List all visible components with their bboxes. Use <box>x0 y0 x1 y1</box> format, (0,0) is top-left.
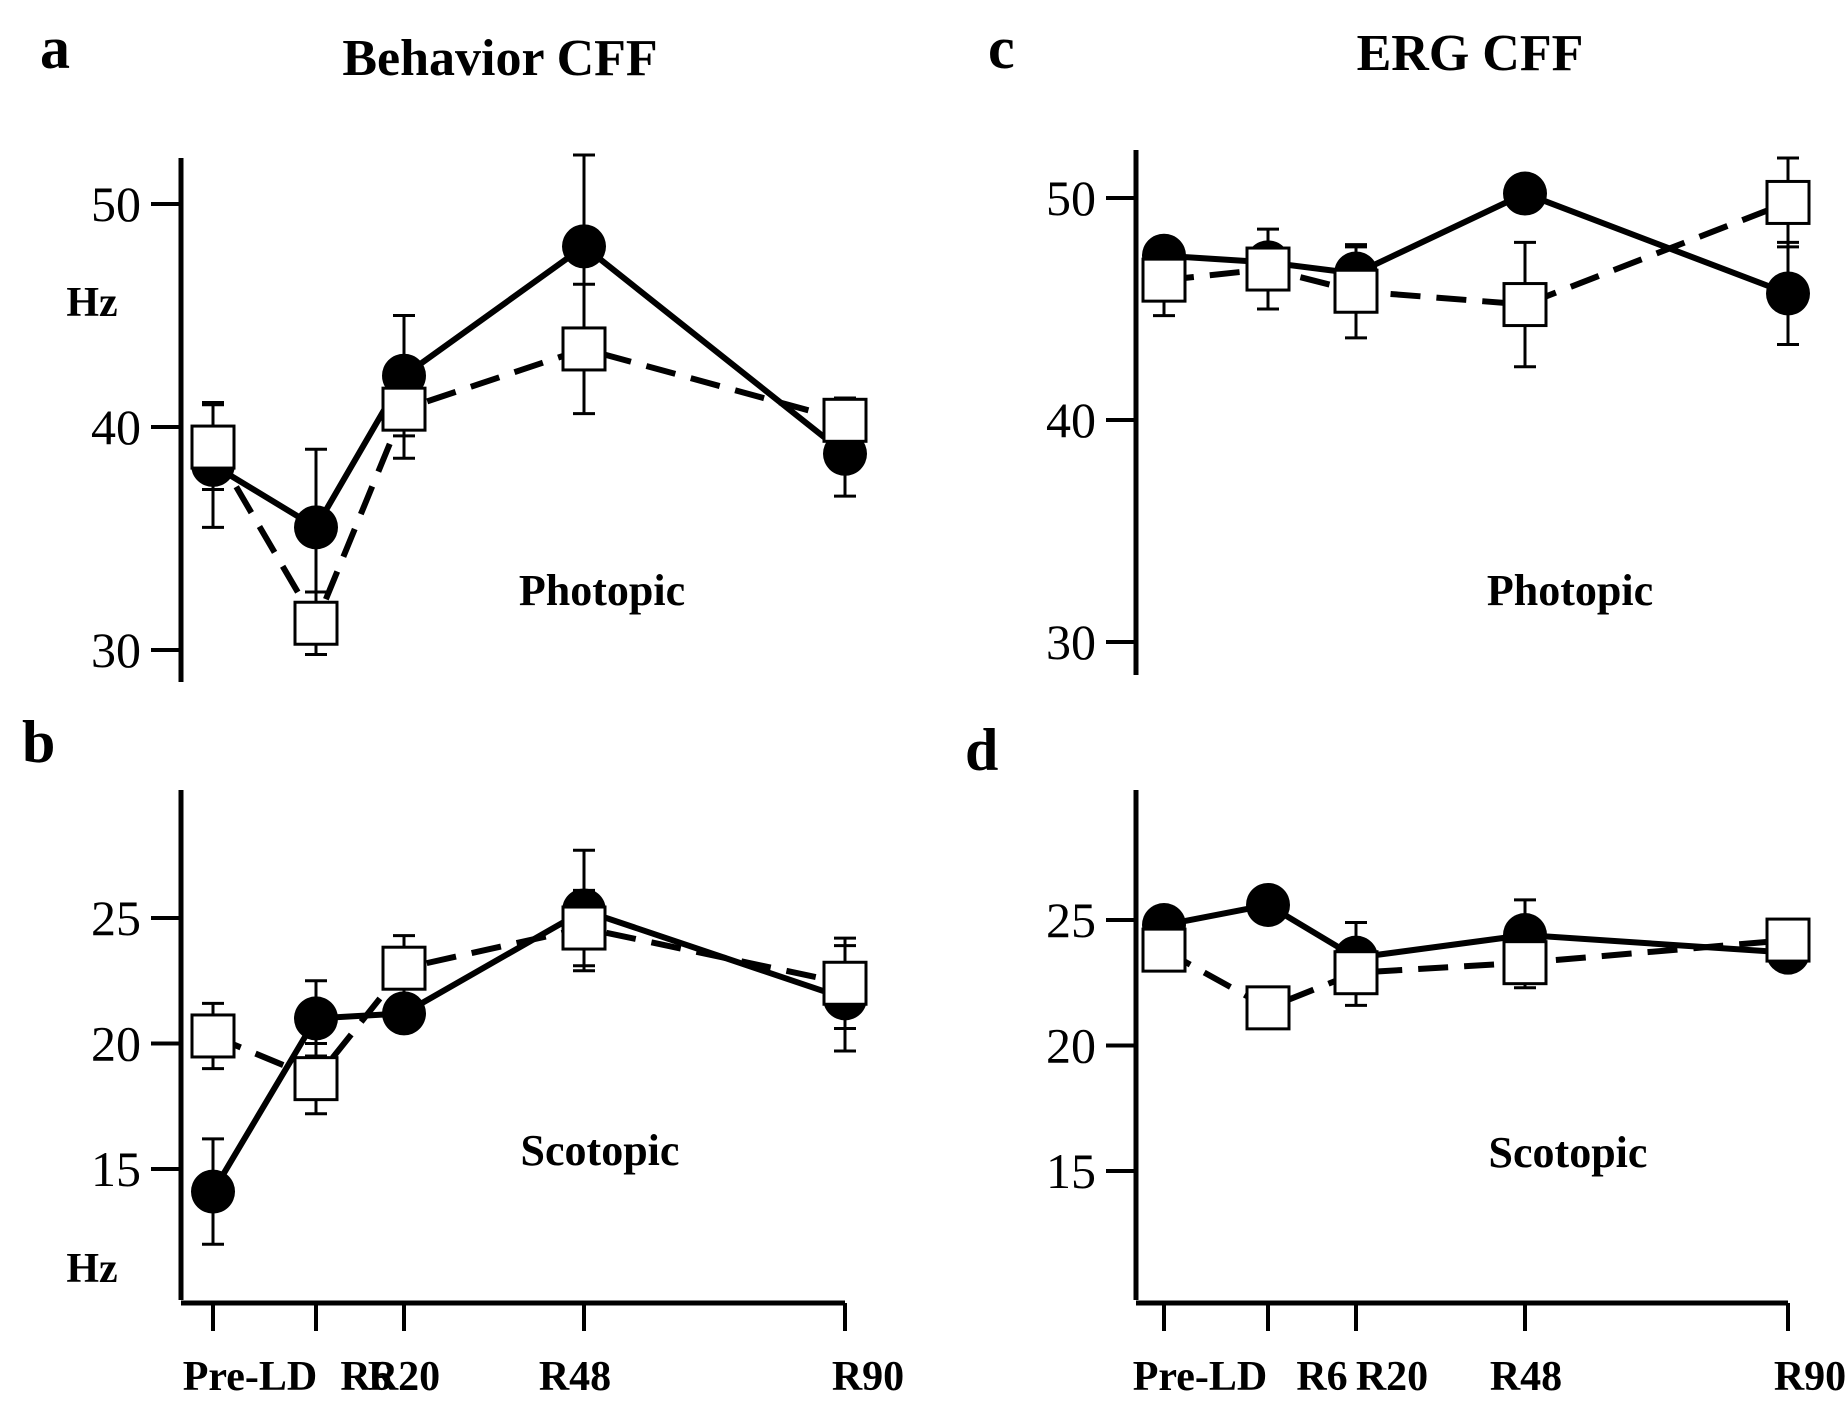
panel-a-y-unit-label: Hz <box>66 280 117 326</box>
panel-a-title: Behavior CFF <box>342 30 657 87</box>
panel-c-square-point-0 <box>1141 257 1187 303</box>
panel-b-circle-point-1 <box>294 996 338 1041</box>
panel-a-circle-point-3 <box>562 224 606 269</box>
panel-d-x-tick-label-0: Pre-LD <box>1133 1354 1268 1400</box>
panel-d-x-tick-label-2: R20 <box>1356 1354 1428 1400</box>
panel-c-circle-point-4 <box>1766 271 1810 316</box>
panel-a-condition-label: Photopic <box>519 566 685 615</box>
panel-b-square-point-0 <box>190 1013 236 1059</box>
panel-d-y-tick-label-25: 25 <box>1046 892 1096 948</box>
panel-b-square-point-2 <box>381 945 427 991</box>
panel-a-series-circles-line <box>211 242 847 532</box>
panel-d-square-point-4 <box>1765 917 1811 963</box>
panel-b-square-point-4 <box>822 960 868 1006</box>
panel-c-y-tick-label-40: 40 <box>1046 392 1096 448</box>
panel-c-y-tick-label-30: 30 <box>1046 614 1096 670</box>
panel-b-x-tick-label-0: Pre-LD <box>183 1354 318 1400</box>
panel-d-circle-point-1 <box>1246 882 1290 927</box>
panel-b-y-tick-label-15: 15 <box>91 1141 141 1197</box>
panel-a-y-tick-label-40: 40 <box>91 399 141 455</box>
panel-d-condition-label: Scotopic <box>1489 1128 1648 1177</box>
panel-d-letter: d <box>965 717 998 783</box>
panel-d-square-point-3 <box>1502 940 1548 986</box>
panel-d-square-point-0 <box>1141 927 1187 973</box>
panel-a-y-tick-label-30: 30 <box>91 622 141 678</box>
panel-b-condition-label: Scotopic <box>521 1126 680 1175</box>
panel-c-condition-label: Photopic <box>1487 566 1653 615</box>
panel-c-letter: c <box>988 15 1015 81</box>
panel-a-square-point-1 <box>293 600 339 646</box>
panel-d-x-tick-label-4: R90 <box>1774 1354 1846 1400</box>
panel-d-y-tick-label-20: 20 <box>1046 1018 1096 1074</box>
panel-b-x-tick-label-1: R6 <box>340 1354 391 1400</box>
panel-a-circle-point-1 <box>294 505 338 550</box>
panel-d-x-tick-label-3: R48 <box>1490 1354 1562 1400</box>
panel-c-square-point-1 <box>1245 246 1291 292</box>
panel-b-letter: b <box>22 709 55 775</box>
panel-b-x-tick-label-2: R20 <box>368 1354 440 1400</box>
panel-d-square-point-1 <box>1245 985 1291 1031</box>
panel-a-letter: a <box>40 15 70 81</box>
panel-d-x-tick-label-1: R6 <box>1296 1354 1347 1400</box>
panel-b-y-unit-label: Hz <box>66 1246 117 1292</box>
panel-c-square-point-2 <box>1333 268 1379 314</box>
panel-b-circle-point-0 <box>191 1169 235 1214</box>
panel-b-square-point-1 <box>293 1056 339 1102</box>
panel-d-y-tick-label-15: 15 <box>1046 1143 1096 1199</box>
panel-b-x-tick-label-4: R90 <box>832 1354 904 1400</box>
panel-b-square-point-3 <box>561 905 607 951</box>
panel-b-x-tick-label-3: R48 <box>539 1354 611 1400</box>
panel-b-circle-point-2 <box>382 991 426 1036</box>
panel-a-y-tick-label-50: 50 <box>91 176 141 232</box>
panel-b-y-tick-label-25: 25 <box>91 890 141 946</box>
panel-d-square-point-2 <box>1333 950 1379 996</box>
panel-b-y-tick-label-20: 20 <box>91 1016 141 1072</box>
panel-c-circle-point-3 <box>1503 171 1547 216</box>
panel-c-y-tick-label-50: 50 <box>1046 170 1096 226</box>
panel-a-square-point-3 <box>561 326 607 372</box>
panel-a-square-point-4 <box>822 397 868 443</box>
panel-c-square-point-3 <box>1502 282 1548 328</box>
panel-a-square-point-2 <box>381 386 427 432</box>
panel-a-square-point-0 <box>190 424 236 470</box>
panel-c-title: ERG CFF <box>1357 25 1584 82</box>
panel-c-square-point-4 <box>1765 179 1811 225</box>
